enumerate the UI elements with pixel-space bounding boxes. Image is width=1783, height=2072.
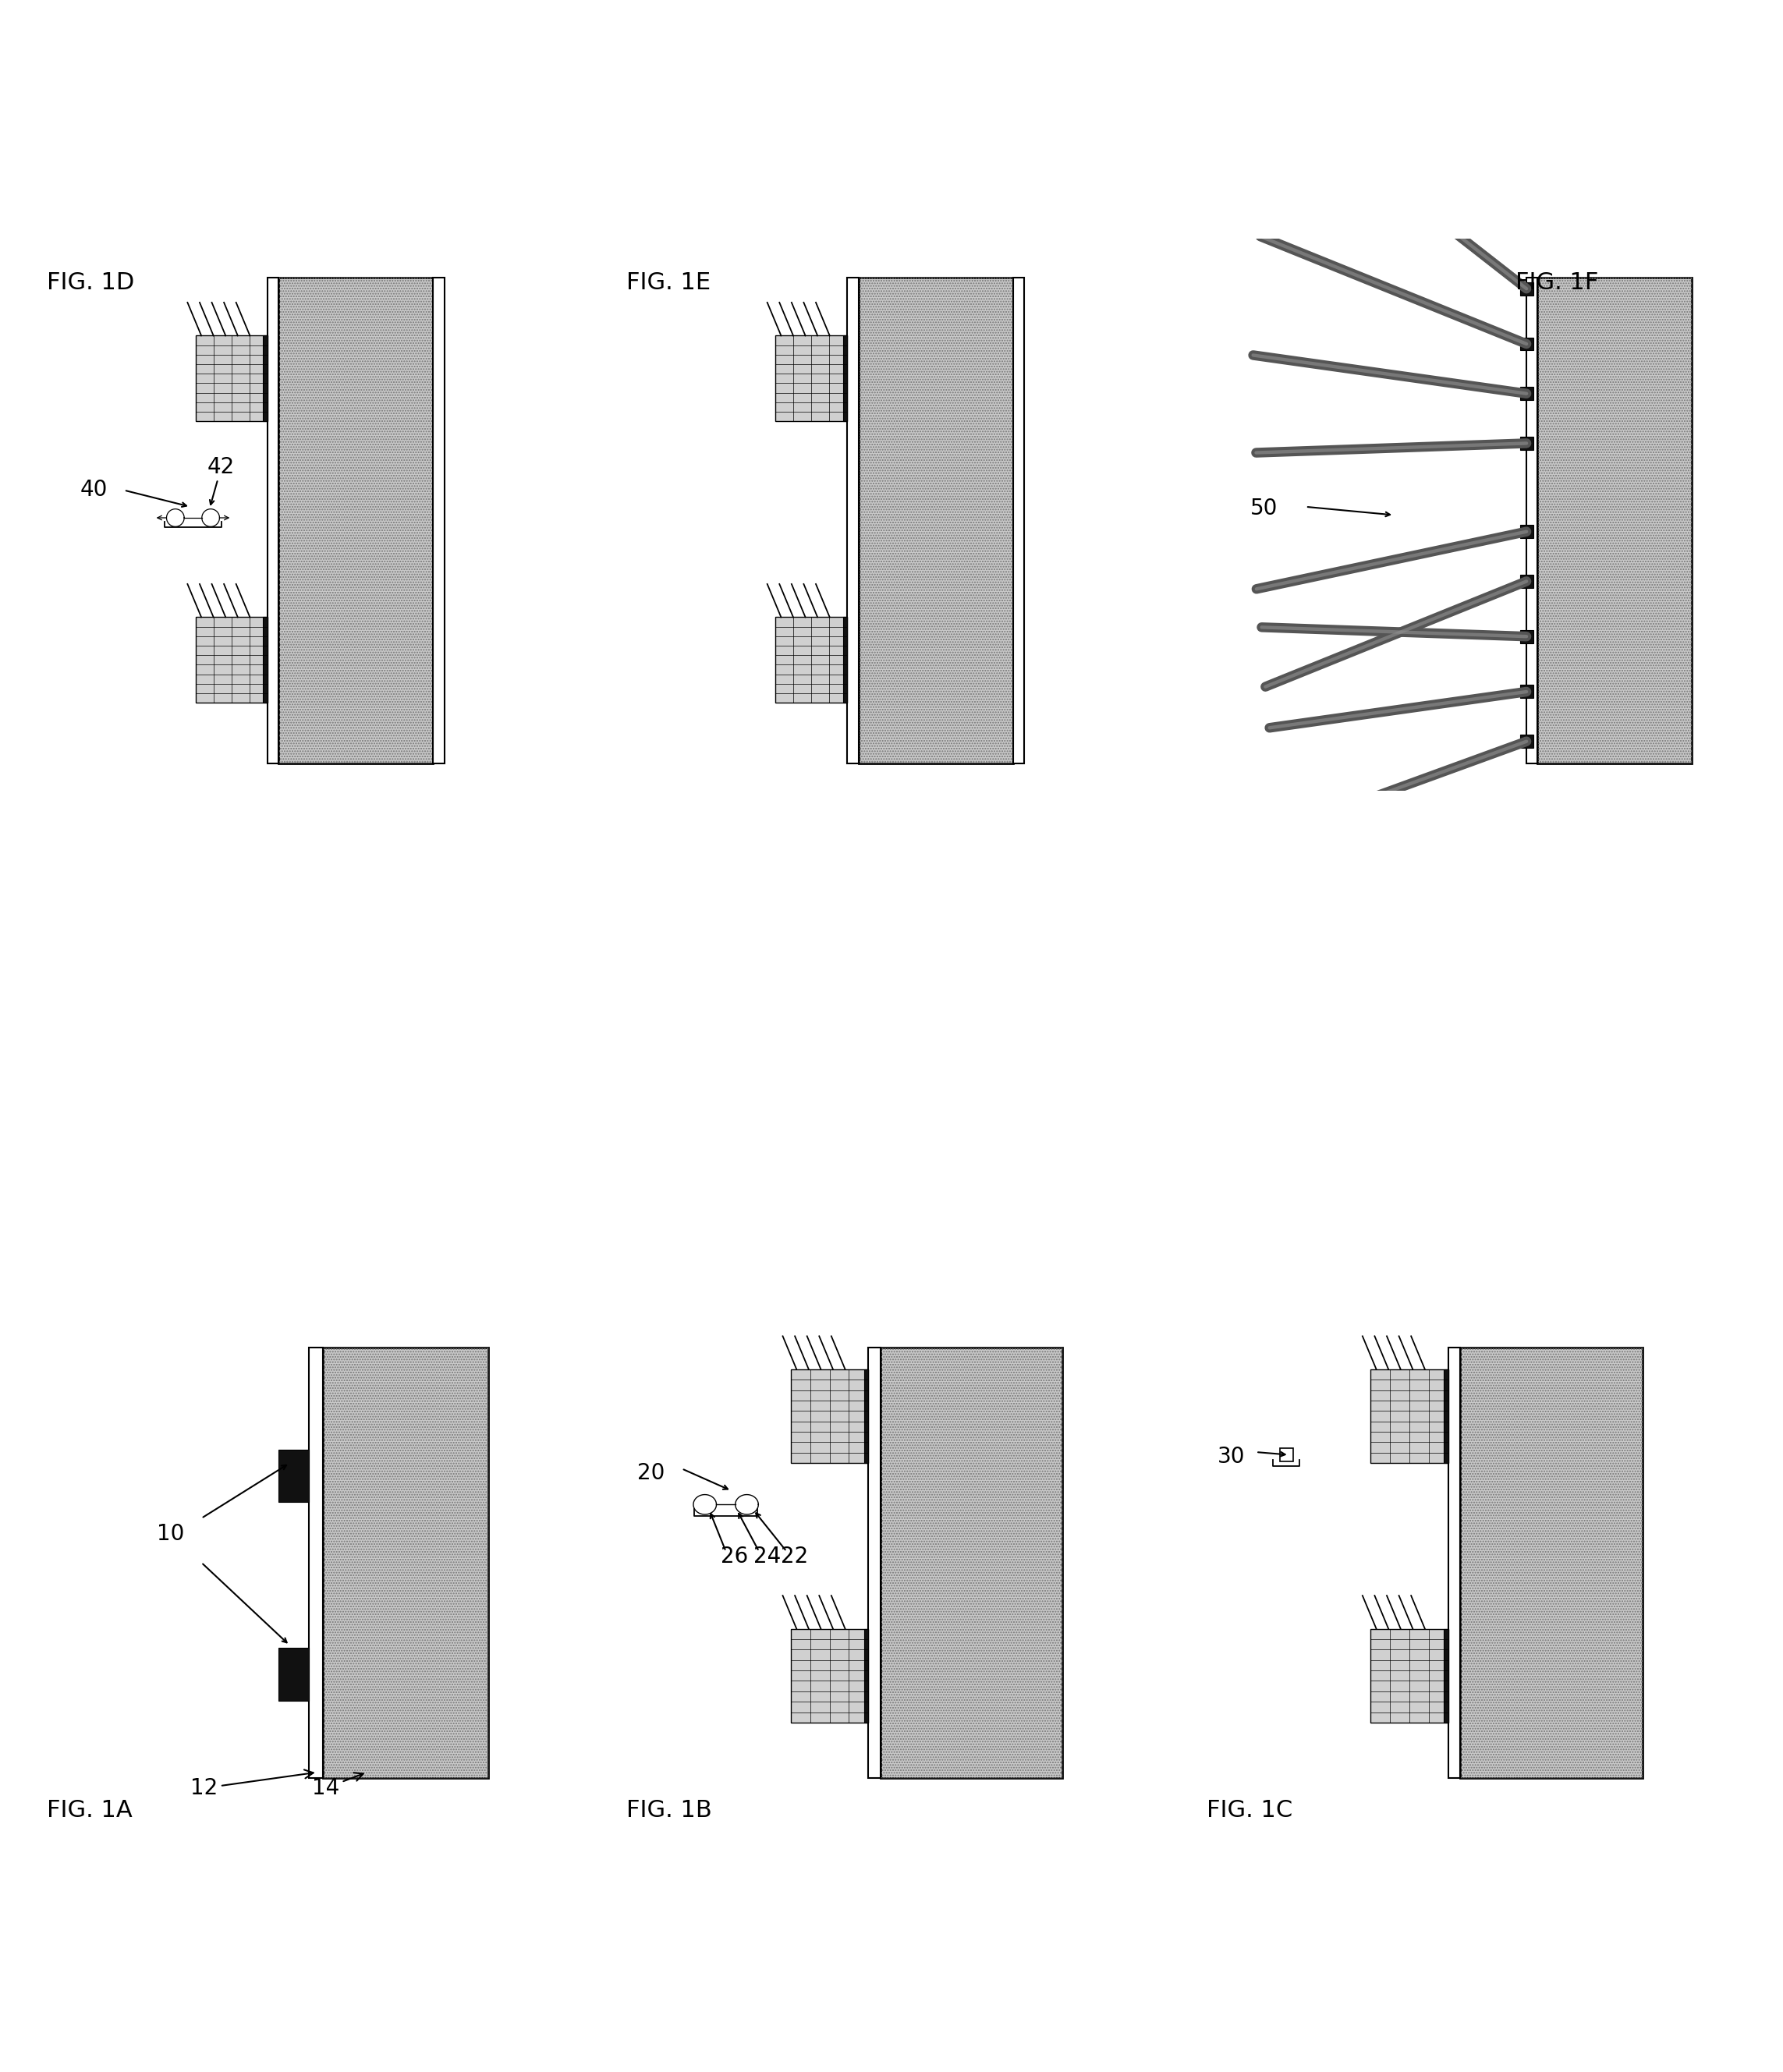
Text: 14: 14 (312, 1774, 364, 1798)
Bar (264, 336, 267, 421)
Text: 26: 26 (720, 1546, 747, 1566)
Bar (843, 617, 847, 702)
Bar (433, 278, 444, 762)
Bar (776, 617, 847, 702)
Bar (267, 278, 278, 762)
Bar (792, 1370, 868, 1463)
Bar (308, 1347, 323, 1778)
Text: FIG. 1C: FIG. 1C (1207, 1798, 1293, 1821)
Bar (868, 1347, 881, 1778)
Bar (196, 336, 267, 421)
Text: 24: 24 (754, 1546, 781, 1566)
Bar (865, 1370, 868, 1463)
Text: 50: 50 (1250, 497, 1278, 520)
Text: 12: 12 (191, 1769, 314, 1798)
Bar (1013, 278, 1023, 762)
Text: 10: 10 (157, 1523, 185, 1546)
Bar (1460, 1347, 1642, 1778)
Bar (776, 336, 847, 421)
Bar (278, 1647, 308, 1701)
Bar (278, 278, 433, 762)
Bar (881, 1347, 1063, 1778)
Bar (1280, 1448, 1293, 1461)
Bar (1537, 278, 1692, 762)
Bar (1519, 736, 1533, 748)
Bar (1526, 278, 1537, 762)
Bar (843, 336, 847, 421)
Bar (1519, 387, 1533, 400)
Bar (264, 617, 267, 702)
Bar (1519, 574, 1533, 588)
Bar (1444, 1629, 1448, 1722)
Bar (1448, 1347, 1460, 1778)
Bar (278, 1448, 308, 1502)
Text: FIG. 1E: FIG. 1E (626, 271, 711, 294)
Text: FIG. 1B: FIG. 1B (626, 1798, 711, 1821)
Bar (1519, 524, 1533, 539)
Text: FIG. 1A: FIG. 1A (46, 1798, 132, 1821)
Bar (858, 278, 1013, 762)
Bar (858, 278, 1013, 762)
Bar (865, 1629, 868, 1722)
Bar (1460, 1347, 1642, 1778)
Bar (881, 1347, 1063, 1778)
Bar (1519, 338, 1533, 350)
Bar (792, 1629, 868, 1722)
Text: FIG. 1F: FIG. 1F (1516, 271, 1598, 294)
Bar (1519, 282, 1533, 296)
Bar (1537, 278, 1692, 762)
Text: 20: 20 (638, 1463, 665, 1484)
Bar (1371, 1629, 1448, 1722)
Bar (847, 278, 858, 762)
Text: 42: 42 (207, 456, 234, 479)
Bar (1371, 1370, 1448, 1463)
Bar (196, 617, 267, 702)
Bar (1519, 686, 1533, 698)
Bar (1519, 630, 1533, 642)
Text: 40: 40 (80, 479, 107, 501)
Bar (1444, 1370, 1448, 1463)
Text: 22: 22 (781, 1546, 808, 1566)
Bar (1519, 437, 1533, 450)
Bar (278, 278, 433, 762)
Text: FIG. 1D: FIG. 1D (46, 271, 134, 294)
Text: 30: 30 (1218, 1446, 1245, 1467)
Bar (323, 1347, 489, 1778)
Bar (323, 1347, 489, 1778)
